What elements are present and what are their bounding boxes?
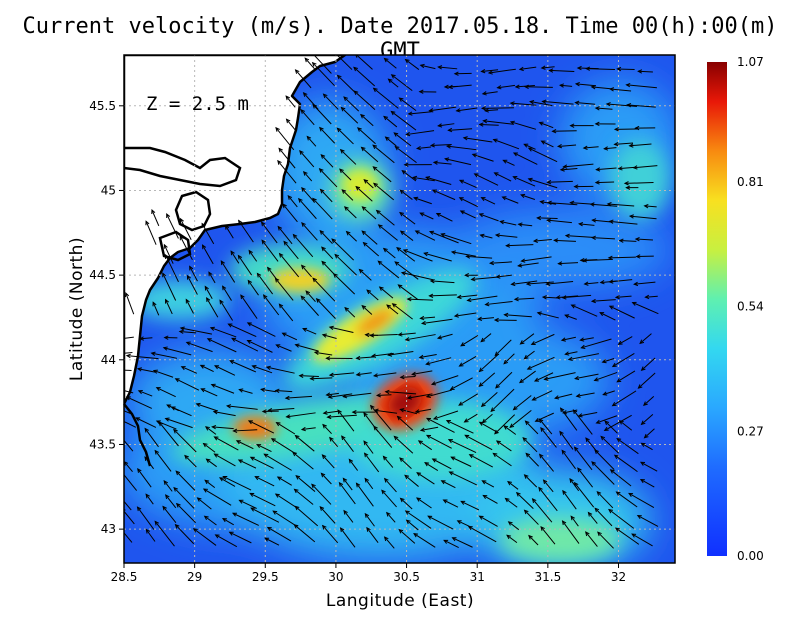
colorbar [707,62,727,556]
x-tick-label: 32 [611,570,626,584]
velocity-vectors [124,55,659,549]
colorbar-tick-label: 0.27 [737,424,764,438]
plot-frame [123,54,676,564]
estuary-outline [158,230,192,262]
colorbar-ticks: 0.00 0.27 0.54 0.81 1.07 [737,55,764,563]
x-axis-label: Langitude (East) [326,591,474,611]
y-tick-label: 45.5 [89,99,116,113]
x-tick-label: 28.5 [111,570,138,584]
x-tick-label: 30 [328,570,343,584]
y-tick-label: 45 [101,183,116,197]
x-tick-label: 29.5 [252,570,279,584]
map-title: Current velocity (m/s). Date 2017.05.18.… [22,14,778,64]
y-axis-label: Latitude (North) [67,237,87,381]
colorbar-tick-label: 0.00 [737,549,764,563]
depth-label: Z = 2.5 m [146,93,249,115]
x-tick-label: 31 [470,570,485,584]
x-tick-label: 31.5 [534,570,561,584]
colorbar-tick-label: 1.07 [737,55,764,69]
x-tick-label: 29 [187,570,202,584]
colorbar-tick-label: 0.54 [737,300,764,314]
bay-outline [123,403,152,467]
x-axis-ticks: 28.5 29 29.5 30 30.5 31 31.5 32 [111,563,626,584]
y-tick-label: 44 [101,353,116,367]
land-area [124,55,347,406]
grid-lines [124,55,675,563]
colorbar-tick-label: 0.81 [737,175,764,189]
y-axis-ticks: 43 43.5 44 44.5 45 45.5 [89,99,124,536]
y-tick-label: 43.5 [89,437,116,451]
y-tick-label: 43 [101,522,116,536]
lake-outline [123,146,242,188]
y-tick-label: 44.5 [89,268,116,282]
x-tick-label: 30.5 [393,570,420,584]
